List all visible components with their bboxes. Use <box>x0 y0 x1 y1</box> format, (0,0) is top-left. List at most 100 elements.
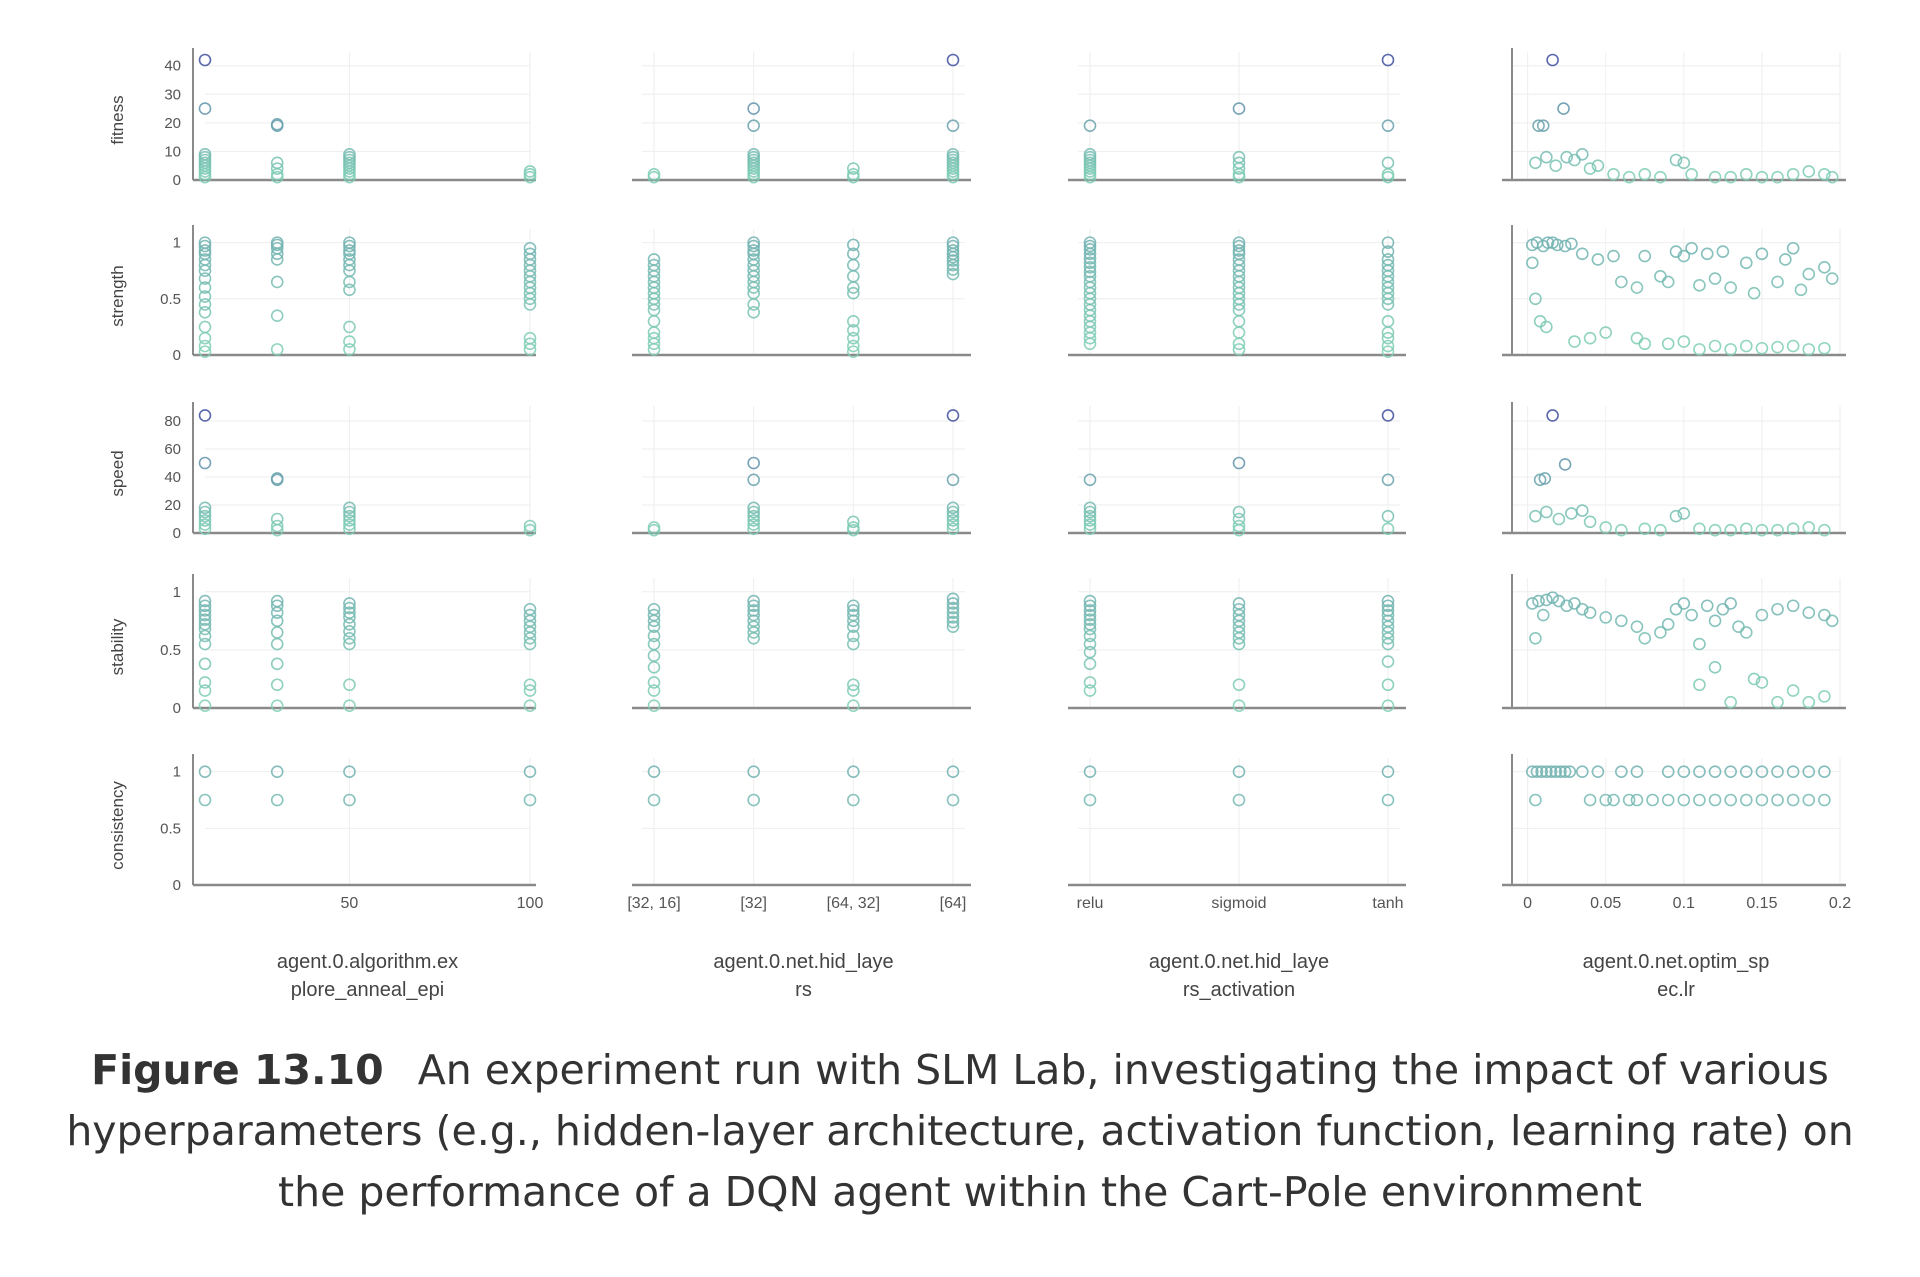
data-point <box>1669 153 1683 167</box>
data-point <box>343 678 356 692</box>
data-point <box>647 523 661 537</box>
data-point <box>1536 119 1550 133</box>
data-point <box>343 765 356 778</box>
data-point <box>1381 53 1395 67</box>
data-point <box>1755 608 1769 622</box>
data-point <box>1232 793 1246 807</box>
data-point <box>1739 793 1753 807</box>
data-point <box>1708 765 1722 778</box>
data-point <box>847 331 860 345</box>
data-point <box>1802 606 1816 620</box>
data-point <box>1825 170 1839 184</box>
data-point <box>270 523 284 537</box>
data-point <box>198 258 212 272</box>
data-point <box>946 258 960 272</box>
data-point <box>523 519 537 533</box>
data-point <box>1565 237 1578 251</box>
data-point <box>647 793 661 807</box>
data-point <box>747 509 760 523</box>
data-point <box>523 298 537 311</box>
data-point <box>946 597 960 610</box>
data-point <box>1630 281 1644 294</box>
x-axis-label: agent.0.net.optim_sp <box>1583 951 1770 973</box>
data-point <box>270 170 284 184</box>
data-point <box>270 117 284 131</box>
data-point <box>523 523 537 537</box>
data-point <box>1381 119 1395 133</box>
data-point <box>747 456 760 470</box>
data-point <box>1549 765 1563 778</box>
data-point <box>1591 253 1605 266</box>
data-point <box>1083 637 1097 651</box>
data-point <box>1685 608 1698 622</box>
data-point <box>1739 167 1753 181</box>
data-point <box>847 515 860 529</box>
data-point <box>1771 793 1784 807</box>
data-point <box>1232 162 1246 175</box>
data-point <box>1739 626 1753 639</box>
data-point <box>946 620 960 633</box>
data-point <box>1755 793 1769 807</box>
data-point <box>1786 793 1800 807</box>
y-tick-label: 1 <box>173 235 181 252</box>
data-point <box>946 522 960 536</box>
data-point <box>946 518 960 531</box>
data-point <box>1591 765 1605 778</box>
data-point <box>198 793 212 807</box>
x-tick-label: [64] <box>940 895 967 912</box>
figure-label: Figure 13.10 <box>91 1046 384 1094</box>
data-point <box>198 339 212 353</box>
data-point <box>1724 765 1737 778</box>
data-point <box>1381 292 1395 306</box>
data-point <box>1607 167 1620 181</box>
data-point <box>1677 507 1691 520</box>
data-point <box>1818 341 1831 355</box>
y-tick-label: 30 <box>164 86 181 103</box>
data-point <box>1693 765 1706 778</box>
data-point <box>747 298 760 311</box>
y-axis-label: strength <box>108 265 127 326</box>
y-tick-label: 1 <box>173 764 181 781</box>
data-point <box>198 298 212 311</box>
data-point <box>198 320 212 334</box>
data-point <box>1755 341 1769 355</box>
data-point <box>1575 504 1589 517</box>
data-point <box>270 253 284 266</box>
data-point <box>1381 298 1395 311</box>
data-point <box>523 343 537 356</box>
data-point <box>847 314 860 328</box>
data-point <box>1724 793 1737 807</box>
data-point <box>1583 515 1597 529</box>
data-point <box>198 637 212 651</box>
data-point <box>1083 473 1097 487</box>
data-point <box>1583 331 1597 345</box>
data-point <box>270 238 284 252</box>
data-point <box>1739 256 1753 270</box>
panel-fitness-3 <box>1068 52 1406 184</box>
x-tick-label: 100 <box>517 895 544 912</box>
panel-stability-1: 0 0.5 1 stability <box>108 574 537 717</box>
data-point <box>1786 167 1800 181</box>
panel-consistency-3 <box>1068 758 1406 887</box>
data-point <box>1685 241 1698 255</box>
data-point <box>1661 337 1675 351</box>
y-axis-label: consistency <box>108 781 127 870</box>
data-point <box>647 337 661 351</box>
data-point <box>1646 793 1659 807</box>
data-point <box>270 699 284 712</box>
data-point <box>1558 765 1572 778</box>
y-tick-label: 0 <box>173 525 181 542</box>
data-point <box>1818 793 1831 807</box>
data-point <box>1716 245 1730 258</box>
data-point <box>1654 170 1667 184</box>
panel-consistency-4 <box>1502 754 1846 887</box>
data-point <box>1779 253 1792 266</box>
data-point <box>1724 695 1737 709</box>
data-point <box>198 290 212 303</box>
data-point <box>1381 594 1395 608</box>
data-point <box>1599 326 1613 339</box>
data-point <box>1381 345 1395 358</box>
panel-speed-2 <box>632 406 971 537</box>
data-point <box>270 472 284 485</box>
data-point <box>270 657 284 671</box>
